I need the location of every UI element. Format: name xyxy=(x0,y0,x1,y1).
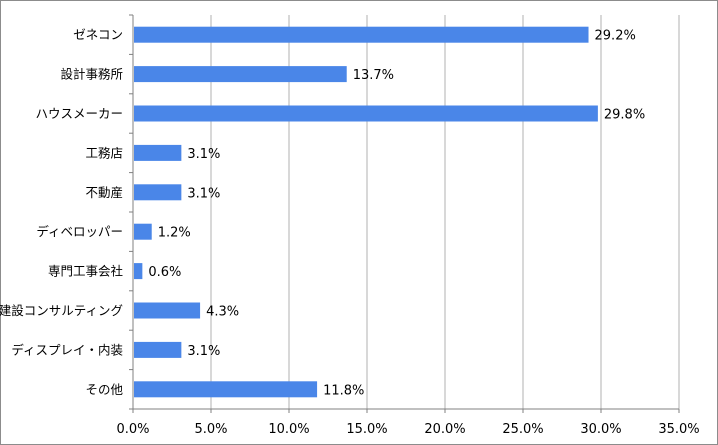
category-label: ゼネコン xyxy=(73,27,123,42)
category-label: ディベロッパー xyxy=(36,224,123,239)
x-tick-labels: 0.0% 5.0% 10.0% 15.0% 20.0% 25.0% 30.0% 35.0% xyxy=(116,422,699,437)
data-label: 3.1% xyxy=(187,344,220,359)
bar xyxy=(134,26,589,43)
category-label: 専門工事会社 xyxy=(48,264,123,279)
bar xyxy=(134,105,598,122)
category-label: ハウスメーカー xyxy=(35,106,123,121)
data-label: 4.3% xyxy=(206,305,239,320)
x-tick-label: 0.0% xyxy=(116,422,149,437)
x-tick-label: 20.0% xyxy=(424,422,465,437)
data-label: 11.8% xyxy=(323,383,364,398)
x-tick-label: 25.0% xyxy=(502,422,543,437)
bar xyxy=(134,144,182,161)
bar xyxy=(134,184,182,201)
bar xyxy=(134,263,143,280)
data-labels: 29.2% 13.7% 29.8% 3.1% 3.1% 1.2% 0.6% 4.3% 3.1% 1… xyxy=(148,29,645,399)
bar xyxy=(134,381,318,398)
data-label: 29.2% xyxy=(595,29,636,44)
x-tick-label: 30.0% xyxy=(580,422,621,437)
category-label: 設計事務所 xyxy=(60,67,123,82)
bar xyxy=(134,66,347,83)
data-label: 29.8% xyxy=(604,108,645,123)
data-label: 1.2% xyxy=(158,226,191,241)
x-tick-label: 5.0% xyxy=(194,422,227,437)
category-labels: ゼネコン設計事務所ハウスメーカー工務店不動産ディベロッパー専門工事会社建設コンサ… xyxy=(0,27,123,397)
bar xyxy=(134,341,182,358)
data-label: 3.1% xyxy=(187,147,220,162)
category-label: 工務店 xyxy=(85,145,123,160)
category-label: ディスプレイ・内装 xyxy=(11,342,123,357)
data-label: 3.1% xyxy=(187,186,220,201)
data-label: 0.6% xyxy=(148,265,181,280)
bar xyxy=(134,223,152,240)
bars xyxy=(134,26,598,398)
category-label: 不動産 xyxy=(85,185,123,200)
x-tick-label: 15.0% xyxy=(346,422,387,437)
category-label: その他 xyxy=(85,382,123,397)
bar xyxy=(134,302,201,319)
data-label: 13.7% xyxy=(353,68,394,83)
category-label: 建設コンサルティング xyxy=(0,303,123,318)
x-tick-label: 10.0% xyxy=(268,422,309,437)
x-tick-label: 35.0% xyxy=(658,422,699,437)
